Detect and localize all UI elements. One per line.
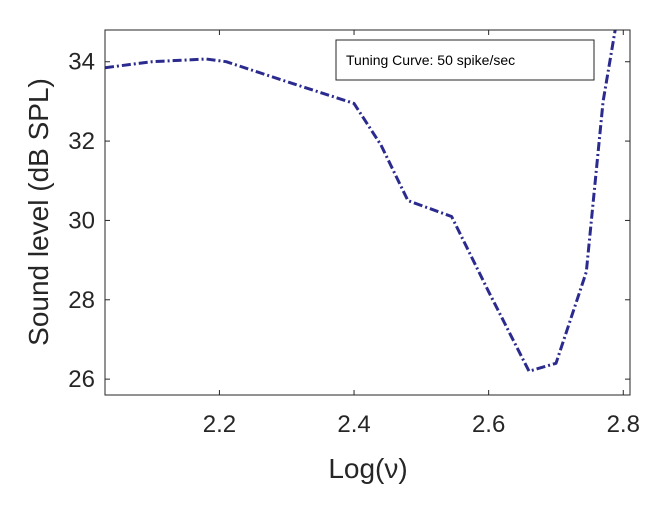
x-axis-label: Log(ν) — [328, 453, 407, 484]
series-line — [105, 30, 617, 373]
legend-box — [335, 39, 595, 81]
y-tick-label: 32 — [68, 128, 95, 155]
x-tick-label: 2.8 — [607, 411, 640, 438]
x-tick-label: 2.6 — [472, 411, 505, 438]
x-tick-label: 2.4 — [337, 411, 370, 438]
y-ticks: 26 28 30 32 34 — [68, 49, 630, 393]
y-tick-label: 34 — [68, 49, 95, 76]
x-ticks: 2.2 2.4 2.6 2.8 — [203, 30, 640, 438]
plot-frame — [104, 29, 631, 396]
y-tick-label: 26 — [68, 366, 95, 393]
x-tick-label: 2.2 — [203, 411, 236, 438]
y-tick-label: 30 — [68, 207, 95, 234]
y-tick-label: 28 — [68, 287, 95, 314]
plot-area — [105, 30, 630, 395]
y-axis-label: Sound level (dB SPL) — [23, 78, 54, 346]
legend: Tuning Curve: 50 spike/sec — [335, 39, 595, 81]
legend-entry-label: Tuning Curve: 50 spike/sec — [346, 52, 515, 68]
series-layer — [105, 30, 617, 373]
